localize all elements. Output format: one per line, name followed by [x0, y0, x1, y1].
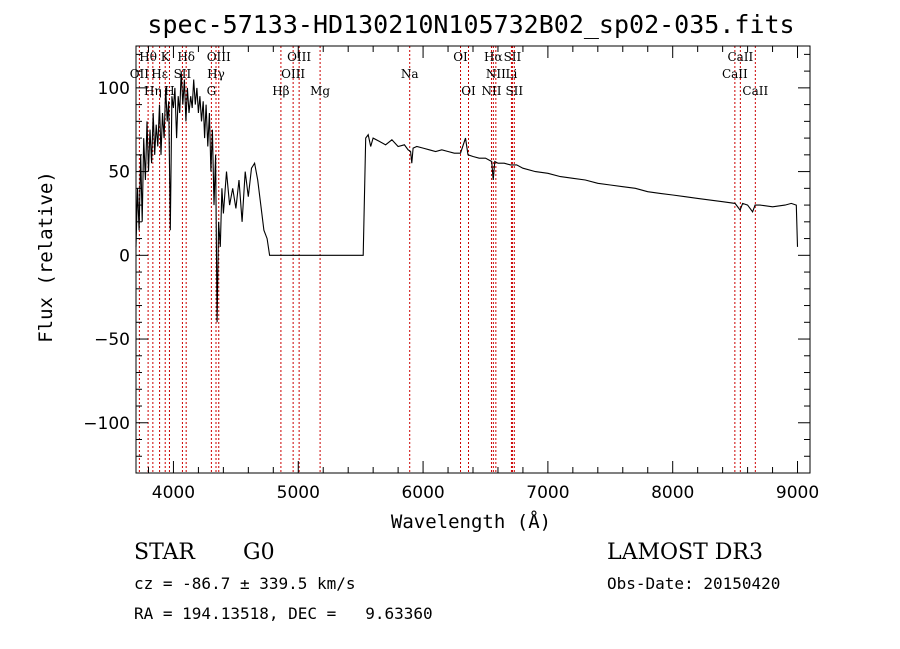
spectrum-chart: 4000 5000 6000 7000 8000 9000 −100 −50 0 50 100 H… [35, 10, 819, 533]
redshift-cz: cz = -86.7 ± 339.5 km/s [134, 574, 356, 593]
spectral-line-label: H [164, 84, 174, 98]
spectral-line-label: Hδ [177, 50, 195, 64]
y-tick-label: 50 [108, 163, 130, 183]
object-subclass: G0 [243, 540, 275, 565]
x-axis-ticks: 4000 5000 6000 7000 8000 9000 [147, 46, 819, 503]
y-axis-ticks: −100 −50 0 50 100 [83, 53, 810, 457]
spectral-line-label: Li [506, 67, 518, 81]
survey-name: LAMOST DR3 [607, 540, 763, 565]
y-tick-label: −50 [94, 330, 130, 350]
y-axis-label: Flux (relative) [35, 171, 57, 343]
spectral-line-label: Mg [310, 84, 330, 98]
y-tick-label: −100 [83, 414, 130, 434]
obs-date: Obs-Date: 20150420 [607, 574, 781, 593]
spectral-line-label: OI [453, 50, 468, 64]
object-class: STAR [134, 540, 195, 565]
chart-title: spec-57133-HD130210N105732B02_sp02-035.f… [147, 10, 794, 39]
spectral-line-label: NII [486, 67, 506, 81]
spectral-line-label: Hγ [207, 67, 225, 81]
x-axis-label: Wavelength (Å) [391, 510, 551, 533]
spectral-line-label: CaII [722, 67, 748, 81]
spectral-line-label: OIII [281, 67, 305, 81]
spectral-line-label: OI [461, 84, 476, 98]
spectral-line-labels: Hθ OII Hη K Hε H Hδ SII OIII Hγ G Hβ OIII OIII Mg Na OI O… [130, 50, 769, 98]
spectral-line-label: Na [401, 67, 419, 81]
spectral-line-label: Hη [144, 84, 162, 98]
spectral-line-label: NII [481, 84, 501, 98]
y-tick-label: 100 [98, 79, 130, 99]
spectral-line-label: Hθ [139, 50, 157, 64]
x-tick-label: 6000 [401, 483, 444, 503]
x-tick-label: 7000 [526, 483, 569, 503]
spectral-line-label: CaII [742, 84, 768, 98]
spectral-line-label: K [161, 50, 171, 64]
spectral-line-label: OII [130, 67, 150, 81]
x-tick-label: 5000 [277, 483, 320, 503]
spectrum-series [135, 71, 799, 323]
spectral-line-label: G [207, 84, 217, 98]
x-tick-label: 9000 [776, 483, 819, 503]
y-tick-label: 0 [119, 246, 130, 266]
spectral-line-markers [138, 46, 756, 473]
plot-frame [135, 45, 811, 474]
spectral-line-label: SII [174, 67, 192, 81]
spectral-line-label: OIII [207, 50, 231, 64]
x-tick-label: 4000 [152, 483, 195, 503]
spectral-line-label: CaII [727, 50, 753, 64]
spectral-line-label: SII [504, 50, 522, 64]
spectral-line-label: Hε [151, 67, 168, 81]
ra-dec: RA = 194.13518, DEC = 9.63360 [134, 604, 433, 623]
spectrum-line [135, 71, 799, 323]
x-tick-label: 8000 [651, 483, 694, 503]
spectral-line-label: SII [505, 84, 523, 98]
spectral-line-label: Hβ [272, 84, 289, 98]
spectral-line-label: OIII [287, 50, 311, 64]
spectral-line-label: Hα [484, 50, 503, 64]
